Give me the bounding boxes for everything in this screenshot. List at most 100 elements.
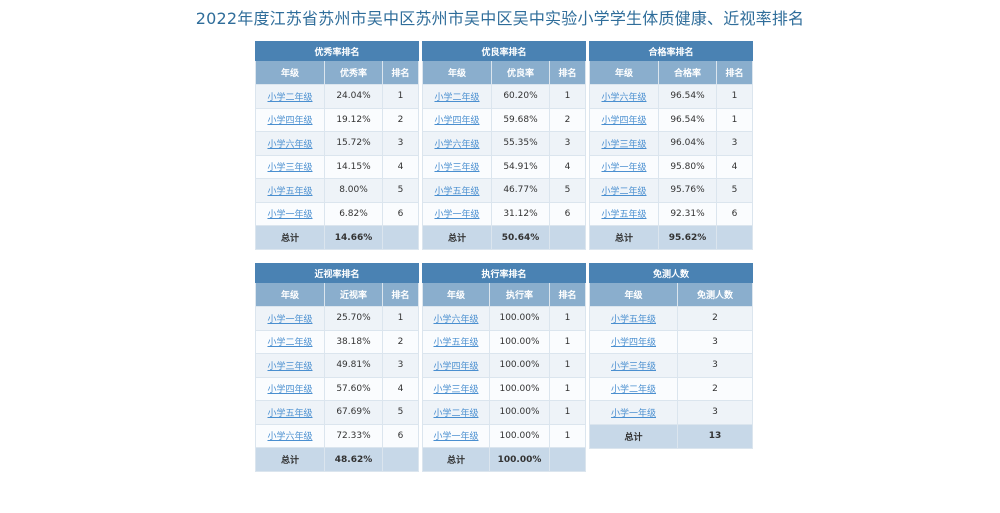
total-rank xyxy=(548,447,587,472)
grade-link[interactable]: 小学三年级 xyxy=(255,353,325,378)
grade-link[interactable]: 小学五年级 xyxy=(589,306,678,331)
grade-link[interactable]: 小学五年级 xyxy=(422,178,492,203)
rank-cell: 6 xyxy=(381,423,420,448)
table-row: 小学四年级 59.68% 2 xyxy=(422,107,587,132)
grade-link[interactable]: 小学一年级 xyxy=(589,154,659,179)
grade-link[interactable]: 小学一年级 xyxy=(422,201,492,226)
column-header-grade: 年级 xyxy=(422,282,490,307)
grade-link[interactable]: 小学四年级 xyxy=(422,353,490,378)
grade-link[interactable]: 小学一年级 xyxy=(255,306,325,331)
grade-link[interactable]: 小学二年级 xyxy=(255,84,325,109)
rate-cell: 14.15% xyxy=(324,154,383,179)
grade-link[interactable]: 小学五年级 xyxy=(422,329,490,354)
total-label: 总计 xyxy=(255,447,325,472)
rank-cell: 1 xyxy=(715,107,754,132)
grade-link[interactable]: 小学四年级 xyxy=(589,107,659,132)
pass-rate-panel: 合格率排名 年级 合格率 排名 小学六年级 96.54% 1 小学四年级 96.… xyxy=(588,41,754,250)
rate-cell: 24.04% xyxy=(324,84,383,109)
rate-cell: 55.35% xyxy=(491,131,550,156)
table-caption: 优良率排名 xyxy=(421,41,587,61)
rank-cell: 5 xyxy=(548,178,587,203)
grade-link[interactable]: 小学二年级 xyxy=(589,178,659,203)
grade-link[interactable]: 小学六年级 xyxy=(422,306,490,331)
grade-link[interactable]: 小学五年级 xyxy=(255,400,325,425)
execution-rate-table: 执行率排名 年级 执行率 排名 小学六年级 100.00% 1 小学五年级 10… xyxy=(421,263,587,472)
grade-link[interactable]: 小学二年级 xyxy=(589,376,678,401)
rate-cell: 96.54% xyxy=(658,84,717,109)
rate-cell: 100.00% xyxy=(489,306,550,331)
table-row: 小学二年级 100.00% 1 xyxy=(422,400,587,425)
rate-cell: 100.00% xyxy=(489,423,550,448)
table-caption: 近视率排名 xyxy=(254,263,420,283)
table-row: 小学四年级 19.12% 2 xyxy=(255,107,420,132)
column-header-rate: 合格率 xyxy=(658,60,717,85)
rank-cell: 6 xyxy=(548,201,587,226)
table-row: 小学五年级 8.00% 5 xyxy=(255,178,420,203)
rank-cell: 3 xyxy=(381,353,420,378)
table-row: 小学五年级 92.31% 6 xyxy=(589,201,754,226)
rank-cell: 1 xyxy=(548,84,587,109)
column-header-rank: 排名 xyxy=(381,282,420,307)
column-header-rate: 执行率 xyxy=(489,282,550,307)
rank-cell: 3 xyxy=(381,131,420,156)
table-row: 小学四年级 3 xyxy=(589,329,754,354)
total-value: 14.66% xyxy=(324,225,383,250)
grade-link[interactable]: 小学三年级 xyxy=(589,131,659,156)
grade-link[interactable]: 小学三年级 xyxy=(422,154,492,179)
total-row: 总计 48.62% xyxy=(255,447,420,472)
column-header-rank: 排名 xyxy=(715,60,754,85)
grade-link[interactable]: 小学四年级 xyxy=(255,107,325,132)
total-row: 总计 100.00% xyxy=(422,447,587,472)
table-row: 小学二年级 95.76% 5 xyxy=(589,178,754,203)
column-header-rank: 排名 xyxy=(548,60,587,85)
good-rate-table: 优良率排名 年级 优良率 排名 小学二年级 60.20% 1 小学四年级 59.… xyxy=(421,41,587,250)
grade-link[interactable]: 小学一年级 xyxy=(589,400,678,425)
table-row: 小学五年级 100.00% 1 xyxy=(422,329,587,354)
table-row: 小学二年级 24.04% 1 xyxy=(255,84,420,109)
rank-cell: 4 xyxy=(381,376,420,401)
table-row: 小学一年级 6.82% 6 xyxy=(255,201,420,226)
myopia-rate-panel: 近视率排名 年级 近视率 排名 小学一年级 25.70% 1 小学二年级 38.… xyxy=(254,263,420,472)
grade-link[interactable]: 小学六年级 xyxy=(422,131,492,156)
table-row: 小学二年级 2 xyxy=(589,376,754,401)
rank-cell: 5 xyxy=(715,178,754,203)
grade-link[interactable]: 小学四年级 xyxy=(422,107,492,132)
count-cell: 3 xyxy=(676,400,754,425)
rank-cell: 2 xyxy=(381,107,420,132)
rate-cell: 46.77% xyxy=(491,178,550,203)
grade-link[interactable]: 小学五年级 xyxy=(589,201,659,226)
grade-link[interactable]: 小学一年级 xyxy=(422,423,490,448)
rate-cell: 67.69% xyxy=(324,400,383,425)
rate-cell: 31.12% xyxy=(491,201,550,226)
grade-link[interactable]: 小学二年级 xyxy=(422,400,490,425)
rate-cell: 19.12% xyxy=(324,107,383,132)
table-row: 小学三年级 3 xyxy=(589,353,754,378)
grade-link[interactable]: 小学六年级 xyxy=(255,131,325,156)
rate-cell: 92.31% xyxy=(658,201,717,226)
rank-cell: 1 xyxy=(381,306,420,331)
rate-cell: 59.68% xyxy=(491,107,550,132)
grade-link[interactable]: 小学二年级 xyxy=(255,329,325,354)
grade-link[interactable]: 小学四年级 xyxy=(255,376,325,401)
rank-cell: 1 xyxy=(548,306,587,331)
grade-link[interactable]: 小学六年级 xyxy=(255,423,325,448)
rank-cell: 4 xyxy=(548,154,587,179)
rate-cell: 25.70% xyxy=(324,306,383,331)
grade-link[interactable]: 小学二年级 xyxy=(422,84,492,109)
column-header-rate: 近视率 xyxy=(324,282,383,307)
rate-cell: 8.00% xyxy=(324,178,383,203)
total-label: 总计 xyxy=(422,225,492,250)
table-row: 小学五年级 67.69% 5 xyxy=(255,400,420,425)
rate-cell: 54.91% xyxy=(491,154,550,179)
grade-link[interactable]: 小学三年级 xyxy=(589,353,678,378)
table-row: 小学一年级 100.00% 1 xyxy=(422,423,587,448)
grade-link[interactable]: 小学五年级 xyxy=(255,178,325,203)
rank-cell: 3 xyxy=(548,131,587,156)
grade-link[interactable]: 小学一年级 xyxy=(255,201,325,226)
rate-cell: 49.81% xyxy=(324,353,383,378)
grade-link[interactable]: 小学三年级 xyxy=(422,376,490,401)
rank-cell: 5 xyxy=(381,400,420,425)
grade-link[interactable]: 小学三年级 xyxy=(255,154,325,179)
grade-link[interactable]: 小学六年级 xyxy=(589,84,659,109)
grade-link[interactable]: 小学四年级 xyxy=(589,329,678,354)
